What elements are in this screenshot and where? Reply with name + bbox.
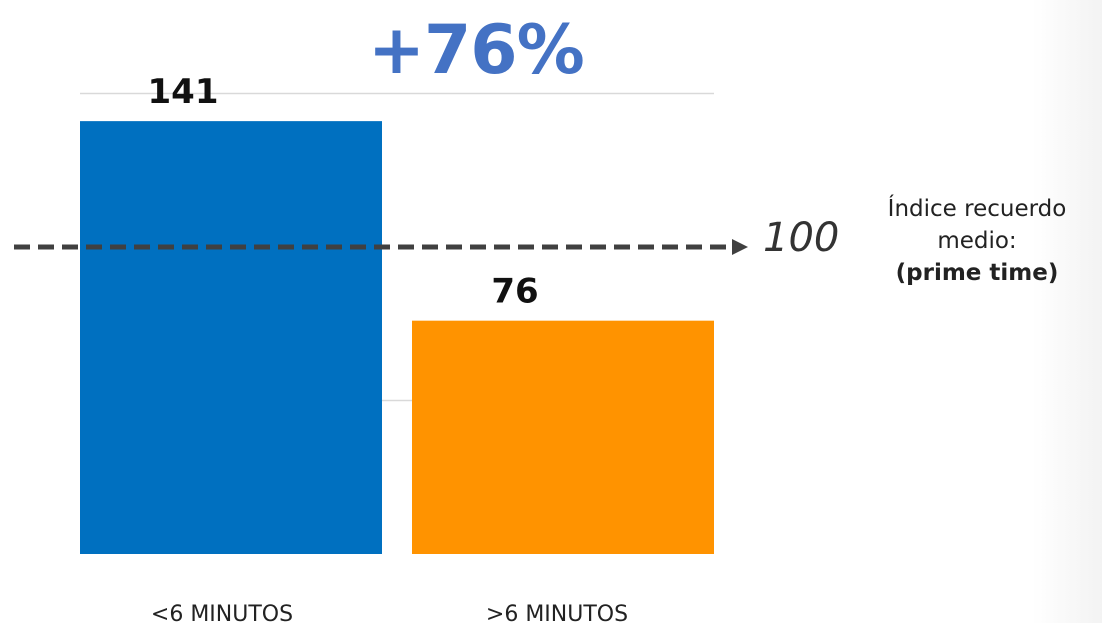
reference-line-value: 100: [763, 215, 840, 261]
side-shade: [1032, 0, 1102, 623]
bar: [412, 320, 714, 554]
category-label: <6 MINUTOS: [151, 602, 293, 623]
bar: [80, 121, 382, 554]
reference-note-line3: (prime time): [895, 260, 1059, 286]
bar-value-label: 141: [148, 72, 219, 112]
category-label: >6 MINUTOS: [486, 602, 628, 623]
reference-note: Índice recuerdo medio: (prime time): [852, 193, 1102, 289]
headline-change: +76%: [368, 11, 585, 90]
reference-arrow-icon: [732, 239, 748, 255]
reference-note-line2: medio:: [937, 228, 1017, 254]
reference-note-line1: Índice recuerdo: [887, 196, 1067, 222]
bar-value-label: 76: [491, 272, 538, 312]
